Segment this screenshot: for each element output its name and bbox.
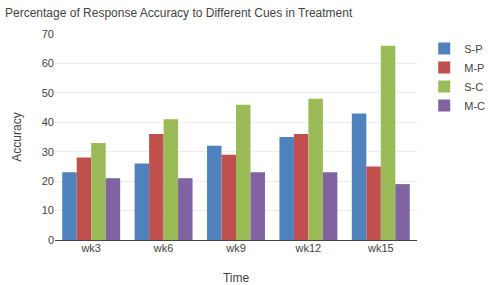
svg-text:0: 0 <box>48 234 54 246</box>
svg-text:30: 30 <box>42 146 54 158</box>
svg-text:wk12: wk12 <box>295 242 322 254</box>
svg-text:wk3: wk3 <box>80 242 101 254</box>
svg-text:wk6: wk6 <box>153 242 174 254</box>
svg-text:60: 60 <box>42 57 54 69</box>
svg-text:70: 70 <box>42 28 54 40</box>
svg-text:wk15: wk15 <box>367 242 394 254</box>
svg-text:40: 40 <box>42 116 54 128</box>
svg-text:Percentage of Response Accurac: Percentage of Response Accuracy to Diffe… <box>5 6 353 20</box>
svg-text:10: 10 <box>42 204 54 216</box>
svg-text:20: 20 <box>42 175 54 187</box>
svg-text:50: 50 <box>42 87 54 99</box>
svg-text:M-C: M-C <box>464 100 485 112</box>
svg-text:S-C: S-C <box>464 81 483 93</box>
svg-text:S-P: S-P <box>464 43 482 55</box>
svg-text:Time: Time <box>223 271 250 285</box>
svg-text:Accuracy: Accuracy <box>10 112 24 161</box>
svg-text:wk9: wk9 <box>225 242 246 254</box>
svg-text:M-P: M-P <box>464 62 484 74</box>
